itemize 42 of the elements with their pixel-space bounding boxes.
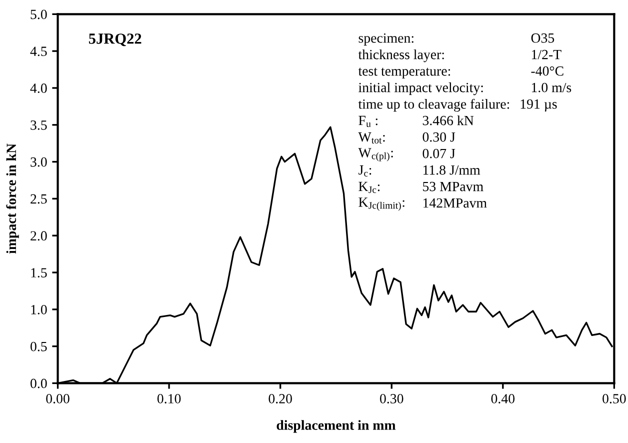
annotation: K$_{Jc(limit)}$: xyxy=(358,198,404,211)
y-tick-label: 3.0 xyxy=(30,157,47,167)
y-tick-label: 0.0 xyxy=(30,378,47,388)
x-tick-label: 0.00 xyxy=(46,394,70,404)
annotation: specimen: xyxy=(358,33,414,46)
annotation: K$_{Jc}$: xyxy=(358,182,380,193)
y-tick-label: 0.5 xyxy=(30,342,47,352)
annotation: 191 µs xyxy=(520,99,557,112)
annotation: time up to cleavage failure: xyxy=(358,98,510,112)
annotation: initial impact velocity: xyxy=(358,82,483,96)
annotation: 0.07 J xyxy=(422,148,456,158)
annotation: J$_{c}$: xyxy=(358,165,372,177)
y-axis-title: impact force in kN xyxy=(6,144,19,254)
y-tick-label: 2.5 xyxy=(30,194,47,204)
y-tick-label: 4.0 xyxy=(30,84,47,93)
y-tick-label: 1.5 xyxy=(31,268,47,278)
annotation: 53 MPavm xyxy=(423,182,484,192)
annotation: -40°C xyxy=(531,66,564,76)
y-tick-label: 1.0 xyxy=(31,304,47,314)
y-tick-label: 2.0 xyxy=(30,231,47,241)
x-tick-label: 0.40 xyxy=(491,394,515,404)
annotation: thickness layer: xyxy=(358,49,444,62)
annotation: O35 xyxy=(531,33,554,43)
y-tick-label: 3.5 xyxy=(30,120,47,130)
annotation: 142MPavm xyxy=(423,198,487,208)
x-axis-title: displacement in mm xyxy=(276,420,396,433)
annotation: W$_{tot}$: xyxy=(358,132,385,144)
annotation: 1.0 m/s xyxy=(532,82,572,92)
x-tick-label: 0.20 xyxy=(268,394,292,404)
annotation: 3.466 kN xyxy=(422,115,474,126)
y-tick-label: 5.0 xyxy=(30,10,47,20)
x-tick-label: 0.30 xyxy=(380,394,404,404)
annotation: F$_{u}$ : xyxy=(358,116,378,128)
x-tick-label: 0.50 xyxy=(602,394,626,404)
y-tick-label: 4.5 xyxy=(30,46,47,56)
x-tick-label: 0.10 xyxy=(157,394,181,404)
annotation: 1/2-T xyxy=(532,50,562,60)
annotation: 5JRQ22 xyxy=(88,34,142,46)
annotation: test temperature: xyxy=(358,68,450,79)
annotation: 11.8 J/mm xyxy=(423,165,480,175)
annotation: W$_{c(pl)}$: xyxy=(358,148,393,162)
annotation: 0.30 J xyxy=(422,132,456,142)
